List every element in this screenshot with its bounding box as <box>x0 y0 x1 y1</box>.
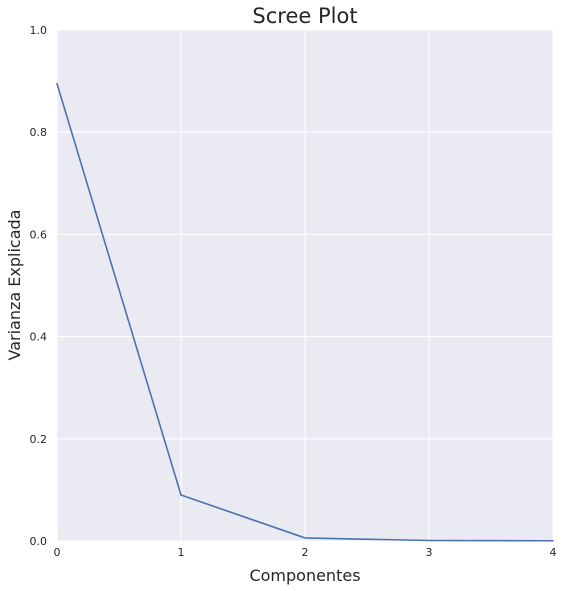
series-layer <box>56 82 554 542</box>
chart-title: Scree Plot <box>252 4 357 28</box>
grid-lines <box>56 29 554 542</box>
y-tick-label: 0.2 <box>30 433 48 446</box>
x-tick-label: 0 <box>54 546 61 559</box>
series-line-0 <box>56 82 554 542</box>
y-tick-label: 0.8 <box>30 126 48 139</box>
x-tick-label: 3 <box>426 546 433 559</box>
x-axis-label: Componentes <box>249 566 360 585</box>
tick-labels: 0 1 2 3 4 0.0 0.2 0.4 0.6 0.8 1.0 <box>30 24 557 559</box>
y-tick-label: 1.0 <box>30 24 48 37</box>
x-tick-label: 2 <box>302 546 309 559</box>
y-axis-label: Varianza Explicada <box>5 210 24 361</box>
x-tick-label: 4 <box>550 546 557 559</box>
x-tick-label: 1 <box>178 546 185 559</box>
y-tick-label: 0.6 <box>30 228 48 241</box>
y-tick-label: 0.4 <box>30 331 48 344</box>
y-tick-label: 0.0 <box>30 535 48 548</box>
